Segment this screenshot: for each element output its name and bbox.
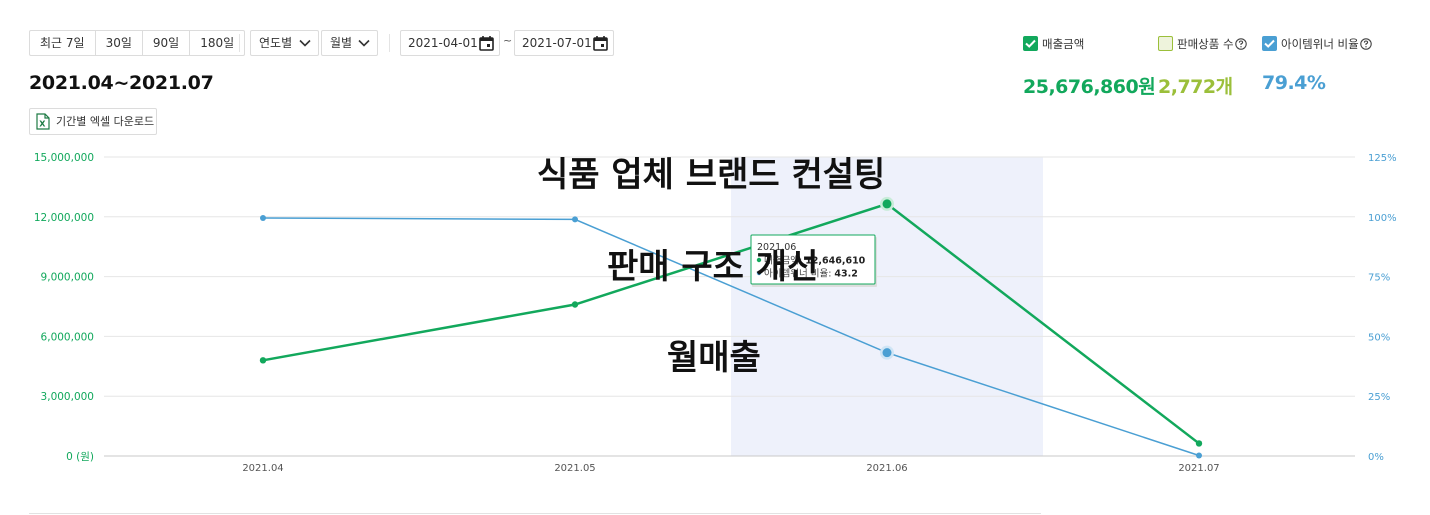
tooltip-sales-row: 매출금액: 12,646,610 xyxy=(764,255,866,267)
tooltip-sales-marker xyxy=(756,257,762,263)
y-left-tick-label: 3,000,000 xyxy=(41,391,94,403)
legend-products-toggle[interactable]: 판매상품 수 xyxy=(1158,36,1253,52)
excel-download-label: 기간별 엑셀 다운로드 xyxy=(56,115,155,128)
bottom-divider xyxy=(29,513,1041,514)
y-left-tick-label: 0 (원) xyxy=(66,451,94,463)
summary-products-value: 2,772개 xyxy=(1158,76,1233,98)
excel-icon: X xyxy=(36,113,50,139)
x-tick-label: 2021.07 xyxy=(1178,463,1219,474)
summary-winner-value: 79.4% xyxy=(1262,72,1326,94)
x-tick-label: 2021.05 xyxy=(554,463,595,474)
series-line-winner xyxy=(262,217,1200,457)
y-right-tick-label: 50% xyxy=(1368,332,1390,343)
legend-products-label: 판매상품 수 xyxy=(1177,37,1234,51)
monthly-select-label: 월별 xyxy=(330,36,353,50)
toolbar-divider xyxy=(239,34,240,52)
tooltip-winner-marker xyxy=(756,270,762,276)
point-sales[interactable] xyxy=(882,199,892,209)
sales-chart: 0 (원) 0% 3,000,000 25% 6,000,000 50% 9,000,000… xyxy=(34,152,1397,474)
tooltip xyxy=(750,234,876,285)
tooltip-title: 2021.06 xyxy=(757,242,796,253)
period-range-buttons: 최근 7일 30일 90일 180일 xyxy=(29,30,246,56)
range-7days-button[interactable]: 최근 7일 xyxy=(30,31,96,55)
start-date-input[interactable]: 2021-04-01 xyxy=(400,30,500,56)
range-90days-button[interactable]: 90일 xyxy=(143,31,191,55)
toolbar-divider xyxy=(389,34,390,52)
end-date-input[interactable]: 2021-07-01 xyxy=(514,30,614,56)
point-winner[interactable] xyxy=(1196,452,1202,459)
y-left-tick-label: 9,000,000 xyxy=(41,272,94,284)
tooltip-winner-row: 아이템위너 비율: 43.2 xyxy=(764,268,858,280)
x-tick-label: 2021.04 xyxy=(242,463,283,474)
overlay-caption-consulting: 식품 업체 브랜드 컨설팅 xyxy=(537,155,886,195)
checkbox-checked-icon[interactable] xyxy=(1023,36,1038,51)
legend-sales-label: 매출금액 xyxy=(1042,37,1085,51)
overlay-caption-monthly-sales: 월매출 xyxy=(667,338,761,378)
y-left-tick-label: 12,000,000 xyxy=(34,212,94,224)
chevron-down-icon xyxy=(299,31,311,47)
range-30days-button[interactable]: 30일 xyxy=(96,31,143,55)
point-winner[interactable] xyxy=(572,216,578,223)
point-sales[interactable] xyxy=(571,301,579,308)
y-right-tick-label: 100% xyxy=(1368,213,1397,224)
yearly-select[interactable]: 연도별 xyxy=(250,30,319,56)
calendar-icon[interactable] xyxy=(479,35,494,59)
legend-winner-toggle[interactable]: 아이템위너 비율 xyxy=(1262,36,1377,52)
series-line-sales xyxy=(262,202,1200,445)
legend-winner-label: 아이템위너 비율 xyxy=(1281,37,1359,51)
y-left-tick-label: 6,000,000 xyxy=(41,331,94,343)
date-range-separator: ~ xyxy=(503,34,513,47)
yearly-select-label: 연도별 xyxy=(259,36,293,50)
y-left-tick-label: 15,000,000 xyxy=(34,152,94,164)
point-sales[interactable] xyxy=(259,357,267,364)
legend-sales-toggle[interactable]: 매출금액 xyxy=(1023,36,1113,52)
y-right-tick-label: 125% xyxy=(1368,153,1397,164)
start-date-value: 2021-04-01 xyxy=(408,36,478,50)
chevron-down-icon xyxy=(358,31,370,47)
point-sales[interactable] xyxy=(1195,440,1203,447)
x-tick-label: 2021.06 xyxy=(866,463,907,474)
point-winner[interactable] xyxy=(260,214,266,221)
y-right-tick-label: 75% xyxy=(1368,273,1390,284)
period-title: 2021.04~2021.07 xyxy=(29,72,214,94)
summary-sales-value: 25,676,860원 xyxy=(1023,76,1156,98)
excel-download-button[interactable]: X 기간별 엑셀 다운로드 xyxy=(29,108,157,135)
svg-text:X: X xyxy=(39,120,46,129)
help-icon[interactable] xyxy=(1235,38,1247,54)
y-right-tick-label: 0% xyxy=(1368,452,1384,463)
y-right-tick-label: 25% xyxy=(1368,392,1390,403)
calendar-icon[interactable] xyxy=(593,35,608,59)
checkbox-checked-icon[interactable] xyxy=(1262,36,1277,51)
monthly-select[interactable]: 월별 xyxy=(321,30,378,56)
help-icon[interactable] xyxy=(1360,38,1372,54)
point-winner[interactable] xyxy=(882,348,892,358)
overlay-caption-structure: 판매 구조 개선 xyxy=(607,247,819,287)
range-180days-button[interactable]: 180일 xyxy=(200,36,235,50)
end-date-value: 2021-07-01 xyxy=(522,36,592,50)
checkbox-unchecked-icon[interactable] xyxy=(1158,36,1173,51)
